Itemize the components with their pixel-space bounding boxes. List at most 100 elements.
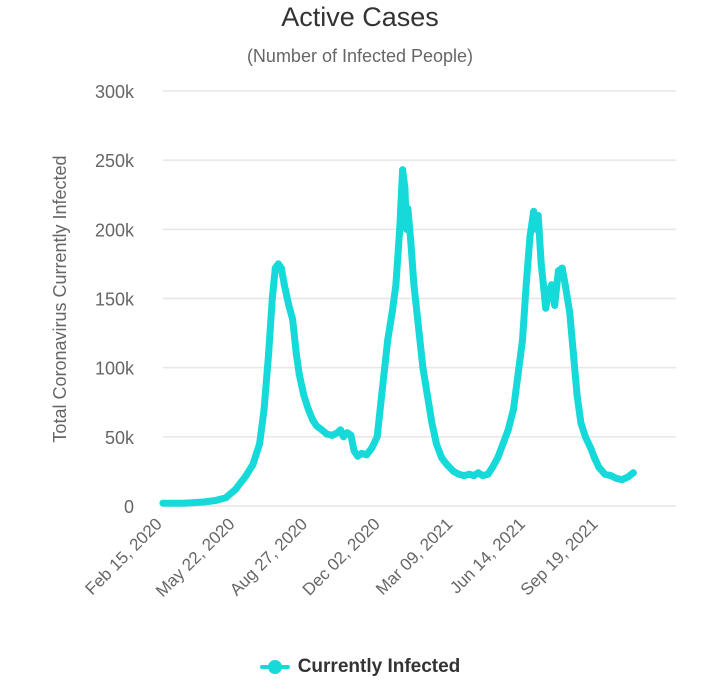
- y-tick-label: 300k: [95, 82, 135, 102]
- series-line[interactable]: [159, 166, 637, 507]
- data-point[interactable]: [399, 166, 407, 174]
- data-point[interactable]: [318, 426, 326, 434]
- data-point[interactable]: [289, 315, 297, 323]
- chart-subtitle: (Number of Infected People): [246, 46, 474, 66]
- data-point[interactable]: [532, 225, 540, 233]
- data-point[interactable]: [295, 371, 303, 379]
- data-point[interactable]: [363, 451, 371, 459]
- data-point[interactable]: [242, 472, 250, 480]
- data-point[interactable]: [268, 295, 276, 302]
- data-point[interactable]: [534, 212, 542, 219]
- data-point[interactable]: [373, 433, 381, 441]
- data-point[interactable]: [323, 430, 331, 438]
- data-point[interactable]: [277, 264, 285, 272]
- data-point[interactable]: [159, 499, 167, 507]
- data-point[interactable]: [407, 239, 415, 247]
- data-point[interactable]: [624, 473, 632, 481]
- data-point[interactable]: [222, 494, 230, 502]
- data-point[interactable]: [514, 371, 522, 379]
- data-point[interactable]: [249, 461, 257, 468]
- data-point[interactable]: [519, 336, 526, 344]
- data-point[interactable]: [522, 281, 530, 289]
- data-point[interactable]: [577, 419, 585, 427]
- data-point[interactable]: [211, 497, 219, 504]
- data-point[interactable]: [313, 422, 320, 430]
- data-point[interactable]: [607, 472, 615, 480]
- data-point[interactable]: [539, 281, 547, 289]
- y-tick-label: 50k: [105, 428, 135, 448]
- data-point[interactable]: [304, 405, 312, 413]
- data-point[interactable]: [285, 301, 293, 309]
- data-point[interactable]: [545, 288, 553, 296]
- data-point[interactable]: [484, 470, 492, 478]
- data-point[interactable]: [401, 184, 409, 192]
- data-point[interactable]: [337, 426, 344, 434]
- data-point[interactable]: [260, 405, 268, 413]
- data-point[interactable]: [377, 398, 385, 406]
- data-point[interactable]: [595, 463, 603, 471]
- data-point[interactable]: [526, 232, 534, 240]
- data-point[interactable]: [410, 281, 418, 289]
- data-point[interactable]: [455, 470, 463, 478]
- data-point[interactable]: [494, 454, 502, 462]
- data-point[interactable]: [396, 225, 404, 233]
- data-point[interactable]: [428, 419, 436, 427]
- data-point[interactable]: [566, 308, 574, 316]
- data-point[interactable]: [402, 225, 410, 233]
- data-point[interactable]: [499, 440, 507, 448]
- data-point[interactable]: [419, 364, 427, 372]
- data-point[interactable]: [542, 304, 550, 312]
- data-point[interactable]: [573, 391, 581, 399]
- data-point[interactable]: [504, 426, 512, 434]
- data-point[interactable]: [423, 391, 431, 399]
- data-point[interactable]: [292, 350, 300, 358]
- data-point[interactable]: [590, 454, 598, 462]
- data-point[interactable]: [256, 440, 264, 448]
- data-point[interactable]: [309, 416, 317, 424]
- y-tick-label: 200k: [95, 220, 135, 240]
- data-point[interactable]: [612, 474, 620, 482]
- data-point[interactable]: [618, 476, 626, 484]
- legend-series-label: Currently Infected: [297, 656, 461, 677]
- data-point[interactable]: [450, 467, 458, 475]
- y-tick-label: 250k: [95, 151, 135, 171]
- data-point[interactable]: [438, 454, 446, 462]
- data-point[interactable]: [548, 281, 556, 289]
- data-point[interactable]: [232, 485, 240, 493]
- data-point[interactable]: [443, 461, 451, 468]
- data-point[interactable]: [558, 264, 566, 272]
- data-point[interactable]: [300, 391, 308, 399]
- data-point[interactable]: [569, 350, 577, 358]
- data-point[interactable]: [432, 440, 440, 448]
- data-point[interactable]: [510, 405, 517, 413]
- data-point[interactable]: [581, 433, 589, 441]
- data-point[interactable]: [587, 444, 595, 452]
- data-point[interactable]: [561, 281, 569, 289]
- data-point[interactable]: [384, 336, 392, 344]
- data-point[interactable]: [201, 498, 209, 506]
- data-point[interactable]: [180, 499, 188, 507]
- chart-legend[interactable]: Currently Infected: [0, 652, 720, 682]
- data-point[interactable]: [537, 260, 545, 268]
- data-point[interactable]: [328, 431, 336, 439]
- data-point[interactable]: [551, 301, 559, 309]
- data-point[interactable]: [414, 322, 422, 330]
- data-point[interactable]: [368, 444, 376, 452]
- x-tick-label: Dec 02, 2020: [299, 514, 384, 599]
- data-point[interactable]: [347, 431, 355, 439]
- data-point[interactable]: [629, 469, 637, 477]
- data-point[interactable]: [280, 281, 288, 289]
- data-point[interactable]: [350, 447, 358, 455]
- data-point[interactable]: [388, 308, 396, 316]
- data-point[interactable]: [265, 350, 273, 358]
- data-point[interactable]: [489, 463, 496, 471]
- data-point[interactable]: [404, 205, 412, 213]
- data-point[interactable]: [381, 364, 389, 372]
- data-point[interactable]: [392, 281, 400, 289]
- data-point[interactable]: [530, 207, 538, 215]
- data-point[interactable]: [601, 470, 609, 478]
- chart-title: Active Cases: [281, 2, 439, 32]
- x-tick-label: Sep 19, 2021: [517, 514, 602, 599]
- y-tick-label: 150k: [95, 290, 135, 310]
